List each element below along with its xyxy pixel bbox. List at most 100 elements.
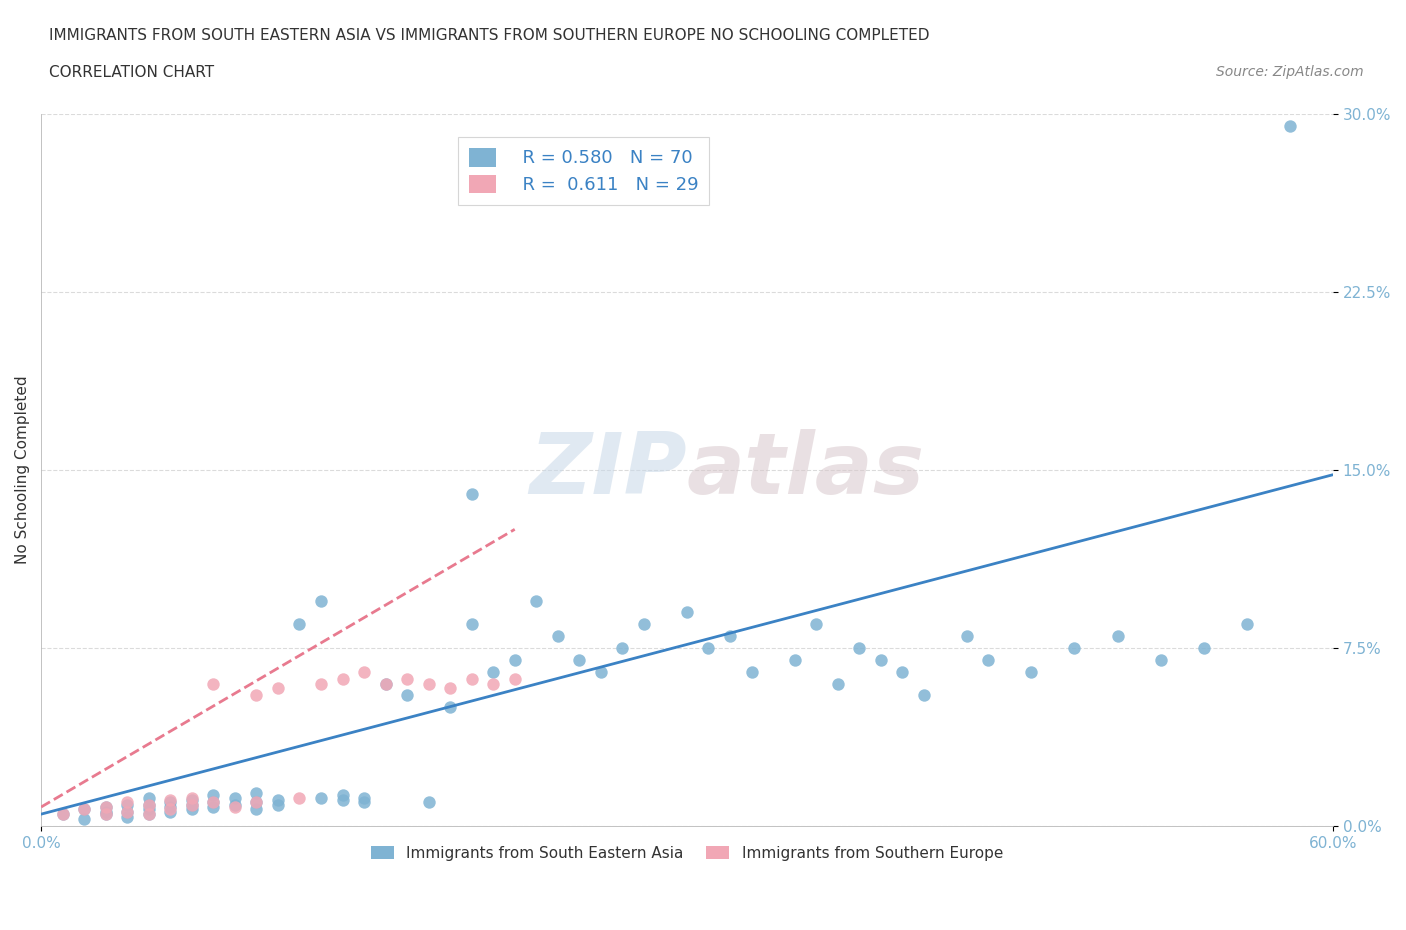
Point bbox=[245, 795, 267, 810]
Text: atlas: atlas bbox=[688, 429, 925, 512]
Point bbox=[374, 676, 396, 691]
Point bbox=[439, 700, 461, 715]
Point bbox=[869, 653, 891, 668]
Point bbox=[418, 676, 440, 691]
Point bbox=[353, 664, 375, 679]
Point bbox=[503, 671, 526, 686]
Point bbox=[245, 802, 267, 817]
Point bbox=[180, 790, 202, 805]
Point bbox=[115, 809, 138, 824]
Point bbox=[482, 664, 505, 679]
Point bbox=[612, 641, 634, 656]
Point bbox=[138, 802, 160, 817]
Legend: Immigrants from South Eastern Asia, Immigrants from Southern Europe: Immigrants from South Eastern Asia, Immi… bbox=[363, 838, 1011, 869]
Point bbox=[202, 788, 225, 803]
Point bbox=[202, 800, 225, 815]
Point bbox=[94, 800, 117, 815]
Point bbox=[288, 790, 311, 805]
Point bbox=[503, 653, 526, 668]
Point bbox=[1063, 641, 1085, 656]
Point bbox=[94, 800, 117, 815]
Point bbox=[309, 593, 332, 608]
Point bbox=[309, 676, 332, 691]
Point bbox=[741, 664, 763, 679]
Point bbox=[159, 792, 181, 807]
Point bbox=[1236, 617, 1258, 631]
Point bbox=[115, 804, 138, 819]
Point bbox=[568, 653, 591, 668]
Point bbox=[94, 806, 117, 821]
Point bbox=[1021, 664, 1043, 679]
Point bbox=[115, 795, 138, 810]
Point bbox=[180, 797, 202, 812]
Point bbox=[332, 671, 354, 686]
Point bbox=[159, 800, 181, 815]
Point bbox=[956, 629, 979, 644]
Point bbox=[460, 486, 482, 501]
Point bbox=[52, 806, 75, 821]
Point bbox=[245, 785, 267, 800]
Point bbox=[697, 641, 720, 656]
Point bbox=[202, 795, 225, 810]
Point bbox=[309, 790, 332, 805]
Text: Source: ZipAtlas.com: Source: ZipAtlas.com bbox=[1216, 65, 1364, 79]
Point bbox=[267, 797, 290, 812]
Point bbox=[138, 790, 160, 805]
Point bbox=[676, 605, 699, 620]
Point bbox=[180, 797, 202, 812]
Point bbox=[1192, 641, 1215, 656]
Point bbox=[439, 681, 461, 696]
Point bbox=[94, 806, 117, 821]
Point bbox=[891, 664, 914, 679]
Y-axis label: No Schooling Completed: No Schooling Completed bbox=[15, 376, 30, 565]
Point bbox=[460, 671, 482, 686]
Point bbox=[374, 676, 396, 691]
Point bbox=[288, 617, 311, 631]
Point bbox=[267, 681, 290, 696]
Point bbox=[418, 795, 440, 810]
Point bbox=[804, 617, 827, 631]
Point bbox=[848, 641, 870, 656]
Point bbox=[202, 676, 225, 691]
Point bbox=[547, 629, 569, 644]
Point bbox=[460, 617, 482, 631]
Point bbox=[827, 676, 849, 691]
Point bbox=[633, 617, 655, 631]
Point bbox=[202, 795, 225, 810]
Point bbox=[589, 664, 612, 679]
Point bbox=[180, 792, 202, 807]
Point bbox=[115, 804, 138, 819]
Point bbox=[1107, 629, 1129, 644]
Point bbox=[138, 806, 160, 821]
Point bbox=[245, 688, 267, 703]
Point bbox=[73, 802, 96, 817]
Point bbox=[396, 671, 419, 686]
Point bbox=[1278, 118, 1301, 133]
Point bbox=[482, 676, 505, 691]
Point bbox=[138, 797, 160, 812]
Point bbox=[912, 688, 935, 703]
Point bbox=[783, 653, 806, 668]
Point bbox=[138, 797, 160, 812]
Point bbox=[73, 802, 96, 817]
Point bbox=[115, 797, 138, 812]
Point bbox=[180, 802, 202, 817]
Point bbox=[396, 688, 419, 703]
Point bbox=[159, 795, 181, 810]
Point bbox=[977, 653, 1000, 668]
Text: ZIP: ZIP bbox=[529, 429, 688, 512]
Point bbox=[224, 797, 246, 812]
Point bbox=[524, 593, 547, 608]
Point bbox=[245, 795, 267, 810]
Point bbox=[138, 806, 160, 821]
Point bbox=[353, 795, 375, 810]
Point bbox=[1149, 653, 1171, 668]
Point bbox=[332, 788, 354, 803]
Text: IMMIGRANTS FROM SOUTH EASTERN ASIA VS IMMIGRANTS FROM SOUTHERN EUROPE NO SCHOOLI: IMMIGRANTS FROM SOUTH EASTERN ASIA VS IM… bbox=[49, 28, 929, 43]
Point bbox=[159, 804, 181, 819]
Point bbox=[718, 629, 741, 644]
Text: CORRELATION CHART: CORRELATION CHART bbox=[49, 65, 214, 80]
Point bbox=[94, 804, 117, 819]
Point bbox=[52, 806, 75, 821]
Point bbox=[353, 790, 375, 805]
